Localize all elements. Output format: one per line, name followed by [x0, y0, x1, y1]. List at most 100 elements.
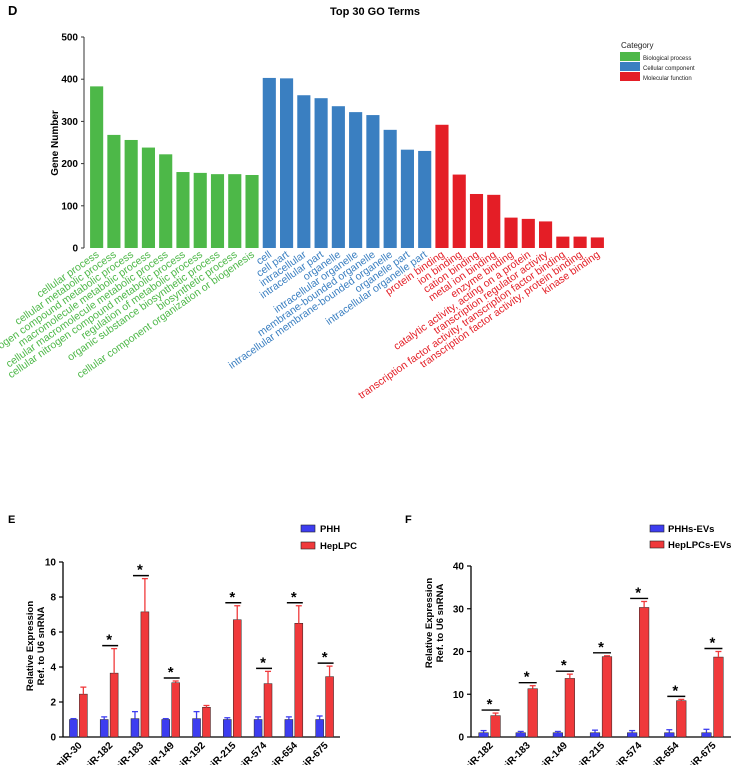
panel-e-chart: E Relative Expression Ref. to U6 snRNA P…: [8, 514, 357, 765]
significance-marker: *: [137, 562, 143, 579]
bar: [627, 732, 638, 738]
bar: [314, 98, 328, 248]
panel-f-chart: F Relative Expression Ref. to U6 snRNA P…: [405, 514, 731, 765]
bar: [294, 623, 304, 738]
y-tick-label: 10: [45, 558, 57, 569]
bar: [400, 149, 414, 248]
significance-marker: *: [710, 635, 716, 652]
x-tick-label: miR-149: [535, 740, 571, 765]
bar: [297, 95, 311, 249]
bar: [210, 174, 225, 248]
legend-label-series-1: PHHs-EVs: [668, 524, 714, 535]
significance-marker: *: [168, 664, 174, 681]
significance-marker: *: [524, 669, 530, 686]
significance-marker: *: [487, 696, 493, 713]
x-tick-label: miR-574: [234, 740, 270, 765]
bar: [223, 719, 232, 738]
bar: [713, 656, 724, 738]
bar: [262, 77, 276, 249]
bar: [109, 672, 119, 738]
bar: [539, 221, 553, 248]
bar: [315, 719, 324, 738]
y-axis-label-line2: Ref. to U6 snRNA: [435, 584, 446, 663]
bar: [601, 656, 613, 738]
significance-marker: *: [561, 657, 567, 674]
legend-swatch-series-2: [300, 541, 316, 550]
bar: [590, 237, 604, 248]
bar: [228, 174, 242, 248]
panel-label-f: F: [405, 514, 412, 526]
panel-label-d: D: [8, 3, 17, 18]
bar: [478, 732, 489, 738]
bar: [504, 217, 518, 248]
legend-label-series-1: PHH: [320, 524, 340, 535]
x-tick-label: miR-183: [111, 740, 147, 765]
significance-marker: *: [291, 589, 297, 606]
y-tick-label: 100: [61, 201, 78, 212]
y-tick-label: 4: [50, 663, 56, 674]
bar: [664, 732, 675, 738]
bar: [245, 174, 259, 248]
bar: [192, 718, 201, 738]
bar: [349, 112, 363, 248]
y-tick-label: 200: [61, 159, 78, 170]
legend-label-molecular: Molecular function: [643, 76, 692, 82]
x-tick-label: miR-30: [53, 740, 85, 765]
legend-swatch-biological: [620, 52, 640, 61]
x-tick-label: miR-654: [265, 740, 301, 765]
significance-marker: *: [229, 589, 235, 606]
bar: [527, 688, 538, 738]
x-tick-label: miR-182: [460, 740, 496, 765]
bar: [280, 78, 294, 248]
bar: [325, 676, 334, 738]
bar: [141, 147, 155, 248]
bar: [435, 124, 449, 248]
legend-swatch-molecular: [620, 72, 640, 81]
significance-marker: *: [635, 584, 641, 601]
bar: [232, 619, 242, 738]
bar: [556, 236, 570, 248]
legend-label-cellular: Cellular component: [643, 66, 695, 72]
bar: [161, 719, 171, 738]
bar: [171, 682, 180, 738]
significance-marker: *: [322, 649, 328, 666]
legend: Category Biological process Cellular com…: [620, 41, 695, 82]
legend-swatch-series-1: [300, 524, 316, 533]
bar: [79, 693, 88, 738]
x-tick-label: miR-675: [683, 740, 719, 765]
significance-marker: *: [260, 654, 266, 671]
y-tick-label: 10: [453, 690, 465, 701]
y-tick-label: 20: [453, 647, 465, 658]
bar: [263, 683, 273, 738]
bar: [140, 611, 150, 738]
legend: PHHs-EVs HepLPCs-EVs: [649, 524, 731, 551]
bar: [107, 134, 121, 248]
panel-label-e: E: [8, 514, 15, 526]
x-tick-label: miR-574: [609, 740, 645, 765]
bar: [90, 86, 104, 249]
y-tick-label: 0: [458, 733, 464, 744]
y-axis-label: Gene Number: [50, 110, 61, 176]
bar: [253, 719, 263, 738]
x-tick-label: miR-192: [172, 740, 208, 765]
bar: [490, 715, 501, 738]
y-tick-label: 6: [50, 628, 56, 639]
x-tick-label: miR-182: [80, 740, 116, 765]
y-axis-label-line1: Relative Expression: [424, 578, 435, 668]
legend-swatch-series-1: [649, 524, 665, 533]
x-tick-label: miR-183: [498, 740, 534, 765]
bar: [589, 732, 601, 738]
y-tick-label: 500: [61, 33, 78, 44]
significance-marker: *: [106, 632, 112, 649]
legend: PHH HepLPC: [300, 524, 357, 552]
bar: [124, 139, 138, 248]
bar: [99, 719, 109, 738]
significance-marker: *: [672, 682, 678, 699]
y-tick-label: 0: [72, 244, 78, 255]
legend-title: Category: [621, 41, 653, 50]
y-tick-label: 300: [61, 117, 78, 128]
legend-swatch-cellular: [620, 62, 640, 71]
bar: [130, 718, 140, 738]
bar: [701, 732, 712, 738]
bar: [331, 106, 345, 248]
